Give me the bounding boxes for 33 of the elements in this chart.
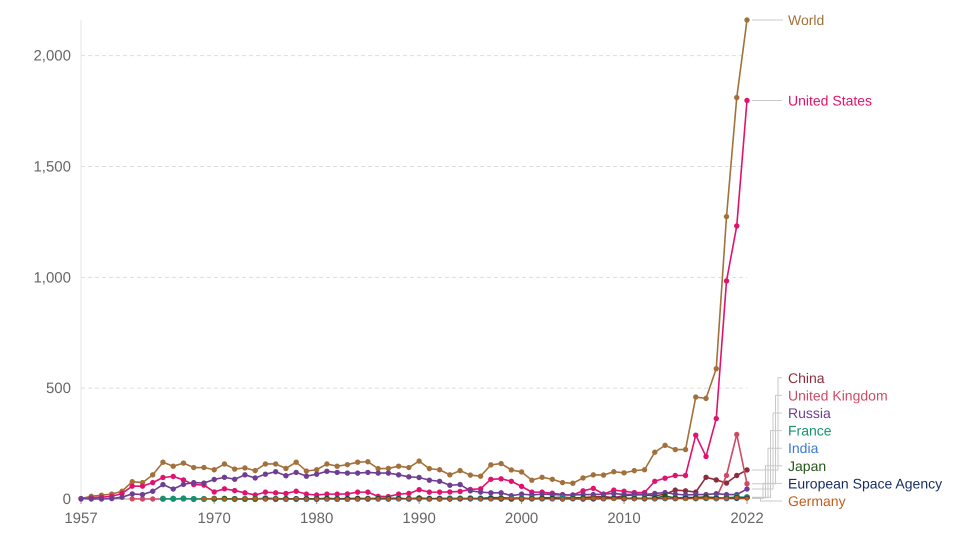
point: [140, 496, 146, 502]
y-tick-label: 1,000: [33, 269, 71, 286]
text: United Kingdom: [788, 387, 888, 404]
x-tick-label: 1957: [64, 510, 98, 527]
x-tick-label: 1970: [198, 510, 231, 527]
y-tick-label: 1,500: [33, 158, 71, 176]
text: China: [788, 370, 825, 386]
x-tick-label: 2010: [607, 510, 641, 527]
text: World: [788, 12, 824, 28]
y-tick-label: 2,000: [33, 48, 71, 65]
text: France: [788, 422, 832, 439]
x-tick-label: 1990: [402, 510, 436, 527]
point: [703, 474, 709, 480]
text: India: [788, 440, 819, 456]
point: [744, 481, 750, 486]
point: [714, 477, 719, 483]
text: United States: [788, 92, 872, 108]
x-tick-label: 2022: [730, 510, 764, 527]
x-tick-label: 2000: [504, 510, 538, 527]
text: Japan: [788, 458, 826, 474]
x-tick-label: 1980: [300, 510, 334, 527]
text: Russia: [788, 405, 832, 421]
point: [724, 480, 730, 486]
point: [724, 472, 730, 478]
point: [150, 496, 156, 502]
y-tick-label: 500: [46, 380, 71, 398]
text: European Space Agency: [788, 475, 942, 492]
y-tick-label: 0: [62, 491, 71, 508]
point: [744, 467, 750, 473]
text: Germany: [788, 493, 846, 509]
point: [734, 472, 740, 478]
point: [130, 496, 135, 502]
point: [734, 432, 740, 438]
